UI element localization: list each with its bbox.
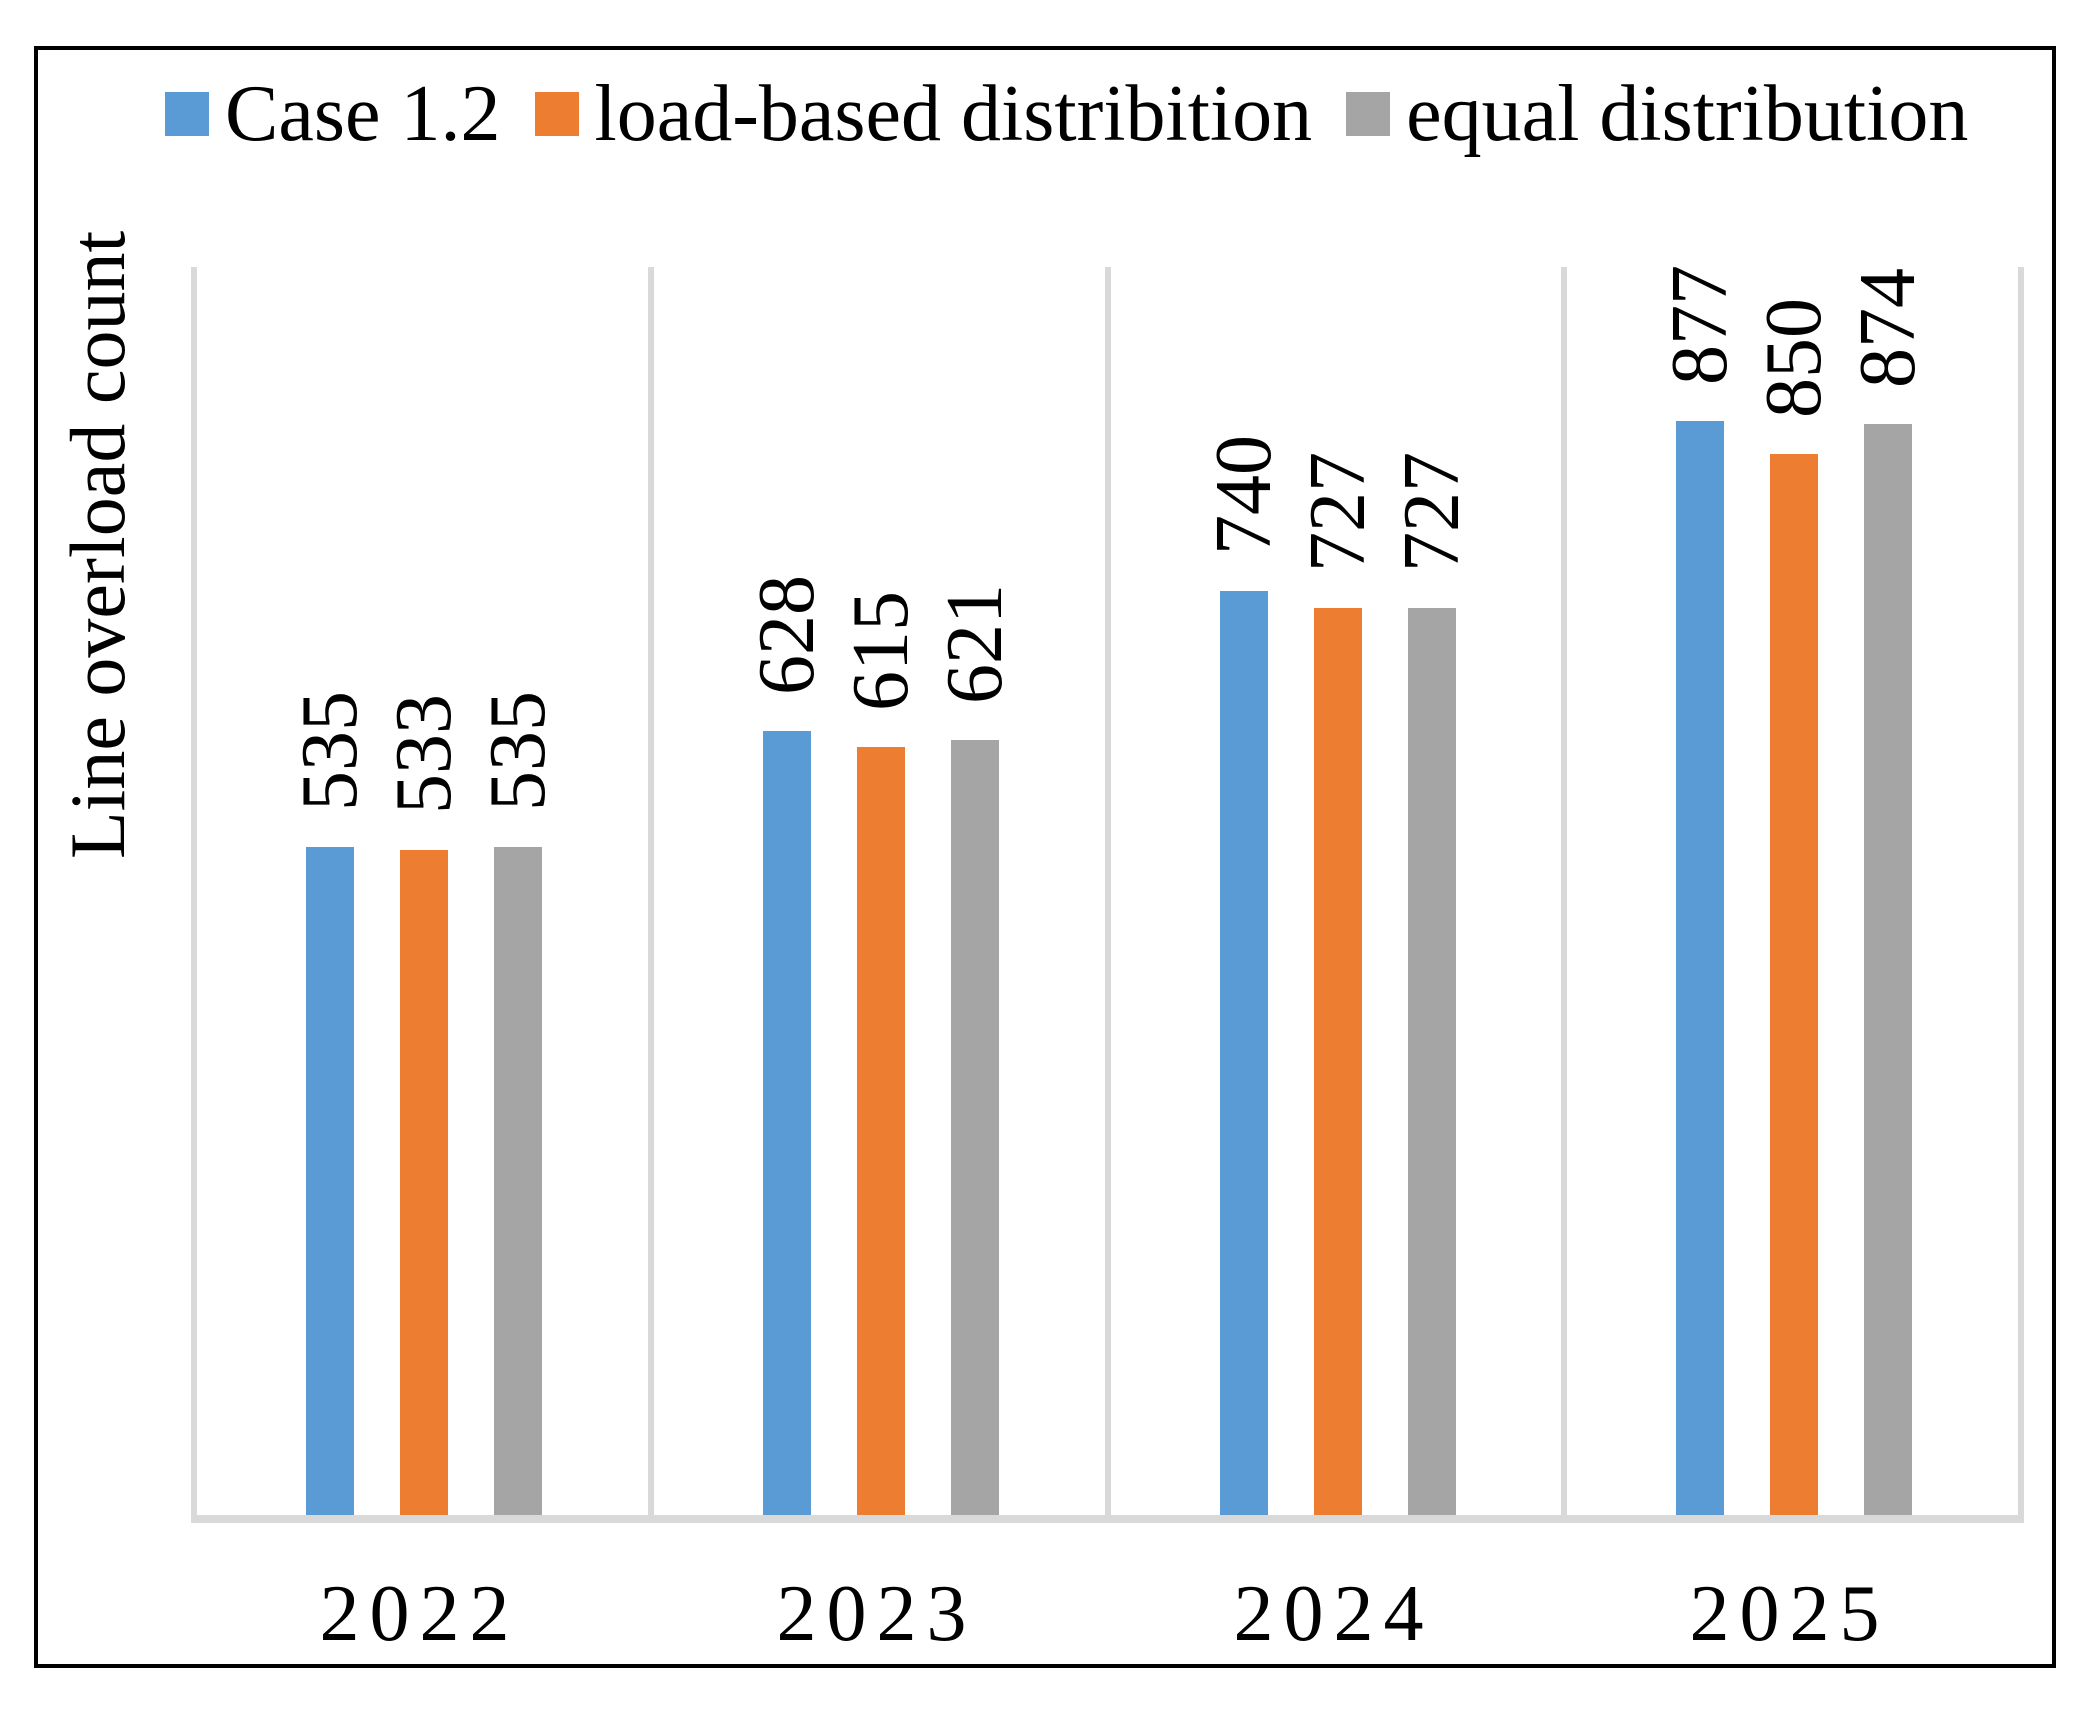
bar-value-label: 727: [1294, 452, 1382, 572]
x-axis-tick-label: 2022: [319, 1570, 520, 1658]
gridline: [2018, 267, 2024, 1515]
x-axis-tick-label: 2023: [776, 1570, 977, 1658]
bar: [1314, 608, 1362, 1515]
bar-value-label: 628: [743, 575, 831, 695]
legend-label: equal distribution: [1406, 70, 1969, 158]
bar-value-label: 535: [286, 691, 374, 811]
legend-item-case-1-2: Case 1.2: [165, 68, 501, 160]
bar: [400, 850, 448, 1515]
bar: [1864, 424, 1912, 1515]
y-axis-title: Line overload count: [54, 230, 141, 860]
gridline: [1105, 267, 1111, 1515]
bar: [1220, 591, 1268, 1515]
x-axis-line: [191, 1515, 2024, 1523]
bar: [494, 847, 542, 1515]
legend-swatch-blue: [165, 92, 209, 136]
bar: [951, 740, 999, 1515]
bar-value-label: 615: [837, 591, 925, 711]
gridline: [1561, 267, 1567, 1515]
bar-value-label: 535: [474, 691, 562, 811]
plot-area: 535 533 535 628 615 621 740 727 727 877 850 874: [191, 265, 2024, 1523]
gridline: [648, 267, 654, 1515]
legend-swatch-gray: [1346, 92, 1391, 136]
legend: Case 1.2 load-based distribition equal d…: [165, 68, 1968, 160]
legend-label: Case 1.2: [225, 70, 501, 158]
bar-value-label: 727: [1388, 452, 1476, 572]
bar-value-label: 850: [1750, 298, 1838, 418]
x-axis-tick-label: 2025: [1689, 1570, 1890, 1658]
bar: [857, 747, 905, 1515]
bar-value-label: 621: [931, 584, 1019, 704]
bar: [306, 847, 354, 1515]
bar: [763, 731, 811, 1515]
bar-value-label: 740: [1200, 435, 1288, 555]
bar: [1770, 454, 1818, 1515]
x-axis-labels: 2022 2023 2024 2025: [191, 1568, 2024, 1668]
legend-item-equal: equal distribution: [1346, 68, 1968, 160]
bar: [1408, 608, 1456, 1515]
bar-value-label: 533: [380, 694, 468, 814]
bar-value-label: 874: [1844, 268, 1932, 388]
x-axis-tick-label: 2024: [1233, 1570, 1434, 1658]
bar: [1676, 421, 1724, 1515]
chart-border: [34, 46, 2056, 1668]
bar-value-label: 877: [1656, 265, 1744, 385]
legend-swatch-orange: [534, 92, 579, 136]
legend-item-load-based: load-based distribition: [534, 68, 1313, 160]
legend-label: load-based distribition: [594, 70, 1313, 158]
gridline: [191, 267, 197, 1515]
